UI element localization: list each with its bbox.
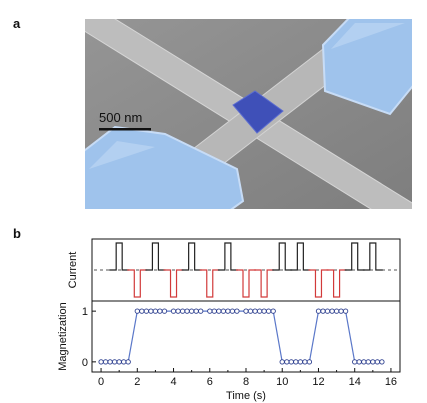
magnetization-point-5-0 (279, 359, 285, 365)
magnetization-point-7-5 (374, 359, 381, 365)
magnetization-point-4-1 (247, 308, 254, 314)
magnetization-point-3-5 (229, 308, 236, 314)
magnetization-point-2-3 (184, 308, 190, 314)
current-ylabel: Current (67, 252, 79, 289)
current-pulse-3 (163, 269, 184, 298)
magnetization-point-1-1 (139, 308, 145, 314)
magnetization-point-6-3 (329, 308, 335, 314)
magnetization-point-3-1 (211, 308, 217, 314)
magnetization-point-3-6 (234, 308, 240, 314)
magnetization-point-2-0 (170, 308, 177, 314)
magnetization-point-5-1 (284, 359, 290, 365)
xtick-label-4: 4 (170, 376, 176, 388)
mag-ytick-label-1: 1 (82, 306, 88, 318)
xtick-label-12: 12 (312, 376, 324, 388)
magnetization-point-7-6 (379, 359, 385, 365)
magnetization-point-5-2 (288, 359, 294, 365)
current-pulse-13 (344, 242, 365, 271)
magnetization-point-3-3 (220, 308, 227, 314)
magnetization-point-4-4 (261, 308, 267, 314)
magnetization-point-6-2 (324, 308, 331, 314)
magnetization-point-7-0 (352, 359, 358, 365)
scale-bar-text: 500 nm (99, 110, 142, 125)
panel-b-label: b (13, 226, 21, 241)
magnetization-point-6-1 (320, 308, 326, 314)
current-pulse-5 (199, 269, 220, 298)
magnetization-point-4-0 (243, 308, 249, 314)
magnetization-point-0-3 (111, 359, 118, 365)
current-pulse-6 (217, 242, 238, 271)
xtick-label-14: 14 (349, 376, 361, 388)
magnetization-point-0-4 (116, 359, 122, 365)
magnetization-point-5-6 (306, 359, 313, 365)
magnetization-point-1-6 (161, 308, 168, 314)
magnetization-point-7-2 (361, 359, 367, 365)
mag-ytick-label-0: 0 (82, 357, 88, 369)
magnetization-point-2-2 (179, 308, 186, 314)
magnetization-point-0-1 (102, 359, 109, 365)
magnetization-point-2-4 (188, 308, 195, 314)
magnetization-point-2-1 (175, 308, 181, 314)
magnetization-point-7-1 (356, 359, 362, 365)
current-pulse-4 (181, 242, 202, 271)
xtick-label-8: 8 (243, 376, 249, 388)
xtick-label-16: 16 (385, 376, 397, 388)
magnetization-line (101, 310, 382, 363)
magnetization-point-1-2 (143, 308, 150, 314)
magnetization-point-4-2 (252, 308, 258, 314)
current-pulse-0 (109, 242, 130, 271)
x-axis-label: Time (s) (226, 390, 266, 402)
current-pulse-10 (290, 242, 311, 271)
magnetization-point-0-2 (107, 359, 113, 365)
current-pulse-9 (272, 242, 293, 271)
magnetization-point-1-0 (134, 308, 140, 314)
panel-a-label: a (13, 16, 21, 31)
magnetization-point-3-0 (207, 308, 213, 314)
xtick-label-2: 2 (134, 376, 140, 388)
magnetization-point-5-4 (297, 359, 304, 365)
current-pulse-1 (127, 269, 148, 298)
magnetization-point-7-4 (370, 359, 376, 365)
magnetization-point-6-6 (342, 308, 349, 314)
magnetization-point-2-6 (198, 308, 204, 314)
xtick-label-0: 0 (98, 376, 104, 388)
xtick-label-10: 10 (276, 376, 288, 388)
magnetization-point-0-0 (98, 359, 104, 365)
sem-micrograph: 500 nm (85, 19, 412, 209)
magnetization-point-6-5 (338, 308, 344, 314)
xtick-label-6: 6 (207, 376, 213, 388)
current-pulse-14 (362, 242, 383, 271)
plot-frame (91, 238, 401, 373)
magnetization-point-0-5 (121, 359, 127, 365)
contact-pad-top-right-highlight (331, 23, 405, 49)
magnetization-point-1-5 (157, 308, 163, 314)
magnetization-point-7-3 (365, 359, 371, 365)
magnetization-point-6-0 (315, 308, 322, 314)
magnetization-point-5-5 (302, 359, 308, 365)
magnetization-point-6-4 (333, 308, 340, 314)
current-pulse-11 (308, 269, 329, 298)
center-pad (232, 90, 284, 134)
magnetization-point-4-5 (265, 308, 272, 314)
magnetization-point-3-4 (225, 308, 231, 314)
magnetization-point-5-3 (293, 359, 299, 365)
scale-bar (99, 128, 151, 131)
magnetization-point-3-2 (216, 308, 222, 314)
magnetization-point-1-4 (152, 308, 159, 314)
pulse-magnetization-plot: Current 0 1 Magnetization 0 2 4 6 8 10 12 14 16 Tim… (57, 238, 401, 402)
current-pulse-2 (145, 242, 166, 271)
current-pulse-7 (236, 269, 256, 298)
magnetization-point-0-6 (125, 359, 131, 365)
current-pulse-12 (326, 269, 347, 298)
current-pulse-8 (254, 269, 275, 298)
magnetization-point-1-3 (148, 308, 154, 314)
magnetization-point-2-5 (193, 308, 199, 314)
contact-pad-bottom-left-highlight (89, 141, 155, 169)
magnetization-point-4-3 (256, 308, 263, 314)
magnetization-point-4-6 (270, 308, 276, 314)
magnetization-ylabel: Magnetization (57, 302, 69, 371)
